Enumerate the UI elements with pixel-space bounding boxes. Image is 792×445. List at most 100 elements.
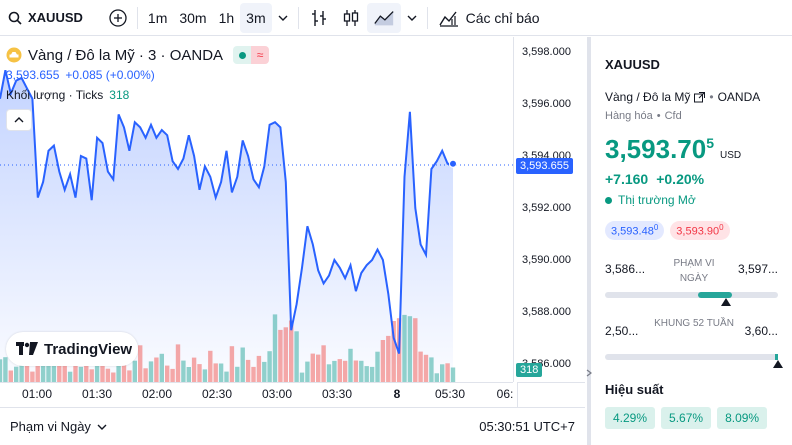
volume-bar xyxy=(342,360,348,382)
volume-bar xyxy=(272,314,278,382)
volume-bar xyxy=(407,316,413,382)
performance-cell[interactable]: 4.29% xyxy=(605,406,656,429)
panel-name[interactable]: Vàng / Đô la Mỹ xyxy=(605,90,691,104)
price-tick: 3,588.000 xyxy=(522,306,571,318)
volume-bar xyxy=(316,354,321,382)
clock[interactable]: 05:30:51 UTC+7 xyxy=(479,419,575,434)
day-range: 3,586... PHẠM VI NGÀY 3,597... xyxy=(605,256,778,290)
external-link-icon[interactable] xyxy=(694,91,706,103)
candles-chart-type-button[interactable] xyxy=(335,3,367,33)
volume-bar xyxy=(24,358,30,382)
symbol-search[interactable]: XAUUSD xyxy=(0,3,89,33)
panel-change-row: +7.160 +0.20% xyxy=(605,171,778,187)
chart-legend: Vàng / Đô la Mỹ · 3 · OANDA ≈ 3,593.655 … xyxy=(6,45,270,131)
volume-bar xyxy=(294,331,299,382)
volume-bar xyxy=(191,357,197,382)
w52-high: 3,60... xyxy=(744,323,778,338)
panel-subcategory: Cfd xyxy=(664,110,682,122)
volume-bar xyxy=(105,368,111,382)
search-icon xyxy=(8,11,22,25)
price-chart[interactable] xyxy=(0,37,513,382)
price-area xyxy=(0,70,453,382)
market-status-badge[interactable]: ≈ xyxy=(233,46,270,64)
axis-corner xyxy=(517,382,585,407)
indicators-label: Các chỉ báo xyxy=(465,9,540,26)
area-chart-type-button[interactable] xyxy=(366,2,401,33)
interval-1m[interactable]: 1m xyxy=(147,9,168,26)
volume-bar xyxy=(375,351,380,382)
interval-dropdown[interactable] xyxy=(272,3,294,33)
volume-bar xyxy=(0,359,3,382)
indicators-button[interactable]: Các chỉ báo xyxy=(432,3,546,33)
volume-bar xyxy=(67,371,73,382)
volume-bar xyxy=(8,370,13,382)
chevron-up-icon xyxy=(14,117,24,123)
chevron-down-icon xyxy=(97,424,107,430)
price-axis[interactable]: 3,598.000 3,596.000 3,594.000 3,592.000 … xyxy=(513,37,585,382)
bottom-bar: Phạm vi Ngày 05:30:51 UTC+7 xyxy=(0,407,585,445)
chevron-down-icon xyxy=(278,15,288,21)
divider xyxy=(426,6,428,29)
volume-label: Khối lượng · Ticks xyxy=(6,88,104,102)
time-axis[interactable]: 01:00 01:30 02:00 02:30 03:00 03:30 8 05… xyxy=(0,382,513,407)
time-tick: 05:30 xyxy=(434,387,466,401)
volume-bar xyxy=(364,366,369,382)
bid-value: 3,593.48 xyxy=(611,225,654,238)
chart-area[interactable]: Vàng / Đô la Mỹ · 3 · OANDA ≈ 3,593.655 … xyxy=(0,37,585,407)
week52-range: 2,50... KHUNG 52 TUẦN 3,60... xyxy=(605,316,778,350)
bid-ask-row: 3,593.480 3,593.900 xyxy=(605,221,778,240)
volume-bar xyxy=(235,366,240,382)
w52-range-marker-icon xyxy=(773,359,783,368)
panel-category: Hàng hóa xyxy=(605,110,653,122)
interval-1h[interactable]: 1h xyxy=(218,9,235,26)
interval-30m[interactable]: 30m xyxy=(179,9,207,26)
volume-bar xyxy=(240,347,245,382)
tradingview-logo[interactable]: TradingView xyxy=(6,332,138,366)
performance-title: Hiệu suất xyxy=(605,381,664,397)
indicators-icon xyxy=(439,11,458,27)
bar-chart-type-button[interactable] xyxy=(303,3,335,33)
date-range-selector[interactable]: Phạm vi Ngày xyxy=(10,419,107,434)
volume-bar xyxy=(332,360,337,382)
date-range-label: Phạm vi Ngày xyxy=(10,419,91,434)
status-dot-icon xyxy=(605,196,612,204)
panel-currency: USD xyxy=(720,150,742,161)
interval-3m[interactable]: 3m xyxy=(240,2,272,33)
divider xyxy=(297,6,299,29)
volume-bar xyxy=(186,367,191,382)
performance-cell[interactable]: 5.67% xyxy=(661,406,712,429)
chevron-right-icon xyxy=(586,369,592,377)
volume-bar xyxy=(154,357,159,382)
panel-collapse-handle[interactable] xyxy=(585,360,593,386)
market-status-row[interactable]: Thị trường Mở xyxy=(605,193,778,207)
performance-cell[interactable]: 8.09% xyxy=(717,406,768,429)
collapse-legend-button[interactable] xyxy=(6,109,32,131)
open-dot-icon xyxy=(233,46,252,64)
chart-type-dropdown[interactable] xyxy=(401,3,423,33)
panel-price-row: 3,593.70 5 USD xyxy=(605,134,778,165)
volume-bar xyxy=(197,364,202,382)
volume-bar xyxy=(386,335,391,382)
volume-bar xyxy=(57,350,62,382)
panel-change-pct: +0.20% xyxy=(656,171,705,187)
volume-bar xyxy=(111,372,116,382)
panel-change-abs: +7.160 xyxy=(605,171,649,187)
w52-range-fill xyxy=(775,353,778,360)
area-chart-icon xyxy=(373,10,394,25)
day-range-fill xyxy=(698,291,732,298)
w52-label: KHUNG 52 TUẦN xyxy=(654,317,734,329)
volume-bar xyxy=(262,361,267,382)
compare-button[interactable] xyxy=(103,3,133,33)
volume-bar xyxy=(46,361,51,382)
add-circle-icon xyxy=(109,8,127,27)
volume-bar xyxy=(369,366,375,382)
bullet: • xyxy=(656,110,661,122)
market-status-text: Thị trường Mở xyxy=(618,193,696,207)
volume-bar xyxy=(413,318,418,382)
volume-bar xyxy=(73,359,78,382)
current-volume-label: 318 xyxy=(516,363,543,377)
panel-symbol[interactable]: XAUUSD xyxy=(605,57,660,72)
volume-bar xyxy=(213,363,218,382)
volume-bar xyxy=(51,365,57,382)
logo-text: TradingView xyxy=(44,340,133,358)
